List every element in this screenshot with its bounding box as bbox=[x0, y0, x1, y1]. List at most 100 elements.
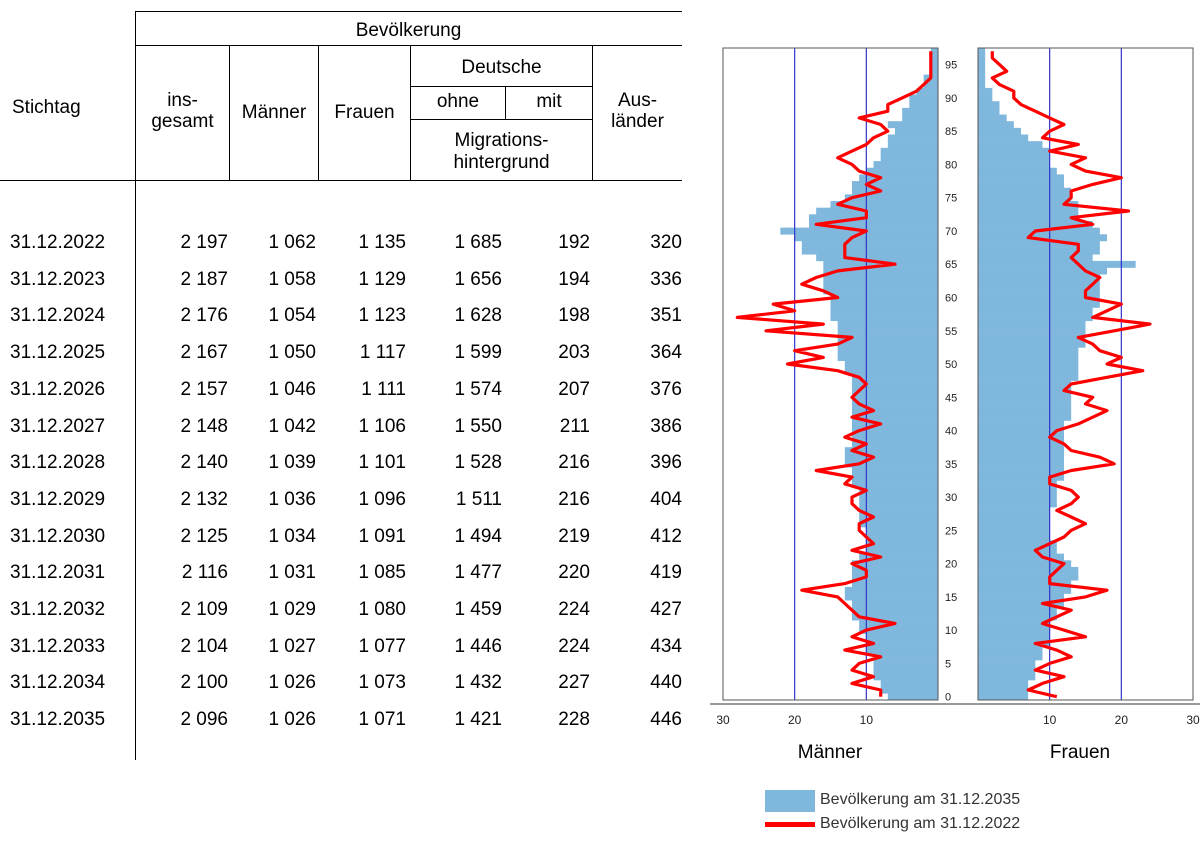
bar-male bbox=[844, 586, 938, 594]
table-row: 31.12.2025 2 167 1 050 1 117 1 599 203 364 bbox=[0, 338, 690, 368]
cell-maenner: 1 062 bbox=[268, 232, 316, 253]
bar-female bbox=[978, 473, 1064, 481]
age-tick-label: 55 bbox=[945, 326, 957, 338]
table-header-bottom-rule bbox=[0, 180, 682, 181]
bar-female bbox=[978, 134, 1029, 142]
cell-ohne: 1 628 bbox=[454, 305, 502, 327]
cell-maenner: 1 031 bbox=[268, 562, 316, 584]
cell-date: 31.12.2025 bbox=[10, 342, 106, 364]
bar-male bbox=[859, 620, 938, 628]
cell-insgesamt: 2 109 bbox=[180, 599, 228, 620]
bar-male bbox=[887, 134, 938, 142]
header-auslaender-2: länder bbox=[611, 111, 664, 132]
data-table: Bevölkerung Stichtag ins- gesamt Männer … bbox=[0, 11, 690, 760]
table-ohnemit-rule bbox=[410, 119, 592, 120]
bar-female bbox=[978, 673, 1036, 681]
bar-female bbox=[978, 334, 1086, 342]
table-row: 31.12.2031 2 116 1 031 1 085 1 477 220 419 bbox=[0, 558, 690, 588]
cell-mit: 198 bbox=[558, 305, 590, 327]
cell-date: 31.12.2026 bbox=[10, 378, 106, 400]
bar-female bbox=[978, 127, 1021, 135]
bar-male bbox=[866, 640, 938, 648]
header-deutsche: Deutsche bbox=[461, 57, 542, 78]
bar-male bbox=[852, 566, 938, 574]
bar-female bbox=[978, 167, 1057, 175]
table-row: 31.12.2029 2 132 1 036 1 096 1 511 216 404 bbox=[0, 485, 690, 515]
bar-male bbox=[859, 626, 938, 634]
cell-insgesamt: 2 176 bbox=[180, 305, 228, 327]
cell-maenner: 1 054 bbox=[268, 305, 316, 327]
cell-mit: 228 bbox=[558, 709, 590, 731]
cell-ohne: 1 421 bbox=[454, 709, 502, 731]
bar-female bbox=[978, 380, 1072, 388]
cell-frauen: 1 129 bbox=[358, 268, 406, 290]
bar-female bbox=[978, 240, 1100, 248]
bar-female bbox=[978, 254, 1093, 262]
cell-insgesamt: 2 100 bbox=[180, 672, 228, 694]
bar-female bbox=[978, 141, 1043, 149]
bar-male bbox=[930, 61, 938, 69]
bar-male bbox=[852, 187, 938, 195]
bar-female bbox=[978, 101, 1000, 109]
cell-date: 31.12.2034 bbox=[10, 672, 106, 694]
cell-maenner: 1 036 bbox=[268, 488, 316, 510]
cell-ohne: 1 446 bbox=[454, 635, 502, 657]
cell-auslaender: 434 bbox=[650, 635, 682, 657]
bar-female bbox=[978, 154, 1050, 162]
bar-female bbox=[978, 566, 1079, 574]
cell-maenner: 1 029 bbox=[268, 599, 316, 620]
bar-male bbox=[859, 513, 938, 521]
table-col-divider bbox=[318, 45, 319, 180]
bar-male bbox=[837, 354, 938, 361]
age-tick-label: 10 bbox=[945, 625, 957, 637]
x-tick-label-male: 30 bbox=[716, 713, 730, 727]
table-row: 31.12.2024 2 176 1 054 1 123 1 628 198 351 bbox=[0, 301, 690, 331]
table-col-divider bbox=[592, 45, 593, 180]
header-frauen: Frauen bbox=[334, 102, 395, 123]
legend-item-bars: Bevölkerung am 31.12.2035 bbox=[765, 788, 1020, 812]
bar-male bbox=[852, 387, 938, 395]
panel-frame-female bbox=[977, 47, 1194, 701]
bar-female bbox=[978, 460, 1064, 468]
cell-frauen: 1 111 bbox=[361, 378, 406, 400]
cell-mit: 220 bbox=[558, 562, 590, 584]
bar-female bbox=[978, 467, 1064, 475]
bar-male bbox=[823, 274, 938, 282]
x-tick-label-female: 30 bbox=[1186, 713, 1200, 727]
bar-female bbox=[978, 480, 1057, 488]
bar-female bbox=[978, 81, 986, 89]
bar-female bbox=[978, 294, 1100, 302]
age-tick-label: 60 bbox=[945, 292, 957, 304]
bar-male bbox=[880, 147, 938, 155]
cell-auslaender: 376 bbox=[650, 378, 682, 400]
cell-maenner: 1 026 bbox=[268, 709, 316, 731]
cell-date: 31.12.2030 bbox=[10, 525, 106, 547]
bar-female bbox=[978, 320, 1086, 328]
bar-male bbox=[809, 220, 938, 228]
cell-mit: 203 bbox=[558, 342, 590, 364]
bar-female bbox=[978, 553, 1064, 561]
bar-male bbox=[844, 194, 938, 202]
bar-female bbox=[978, 87, 993, 95]
table-row: 31.12.2032 2 109 1 029 1 080 1 459 224 427 bbox=[0, 595, 690, 625]
cell-date: 31.12.2035 bbox=[10, 709, 106, 731]
cell-ohne: 1 432 bbox=[454, 672, 502, 694]
bar-male bbox=[852, 600, 938, 608]
cell-ohne: 1 574 bbox=[454, 378, 502, 400]
bar-female bbox=[978, 500, 1057, 508]
bar-female bbox=[978, 201, 1079, 208]
bar-male bbox=[837, 327, 938, 335]
cell-insgesamt: 2 148 bbox=[180, 415, 228, 437]
bar-female bbox=[978, 520, 1050, 528]
table-row: 31.12.2023 2 187 1 058 1 129 1 656 194 336 bbox=[0, 265, 690, 295]
bar-male bbox=[852, 407, 938, 415]
bar-male bbox=[852, 427, 938, 435]
cell-maenner: 1 042 bbox=[268, 415, 316, 437]
series-line-female bbox=[990, 51, 1152, 699]
bar-female bbox=[978, 527, 1050, 534]
bar-female bbox=[978, 653, 1043, 661]
header-maenner: Männer bbox=[241, 102, 307, 123]
bar-male bbox=[852, 467, 938, 475]
table-row: 31.12.2027 2 148 1 042 1 106 1 550 211 386 bbox=[0, 412, 690, 442]
age-tick-label: 90 bbox=[945, 93, 957, 105]
